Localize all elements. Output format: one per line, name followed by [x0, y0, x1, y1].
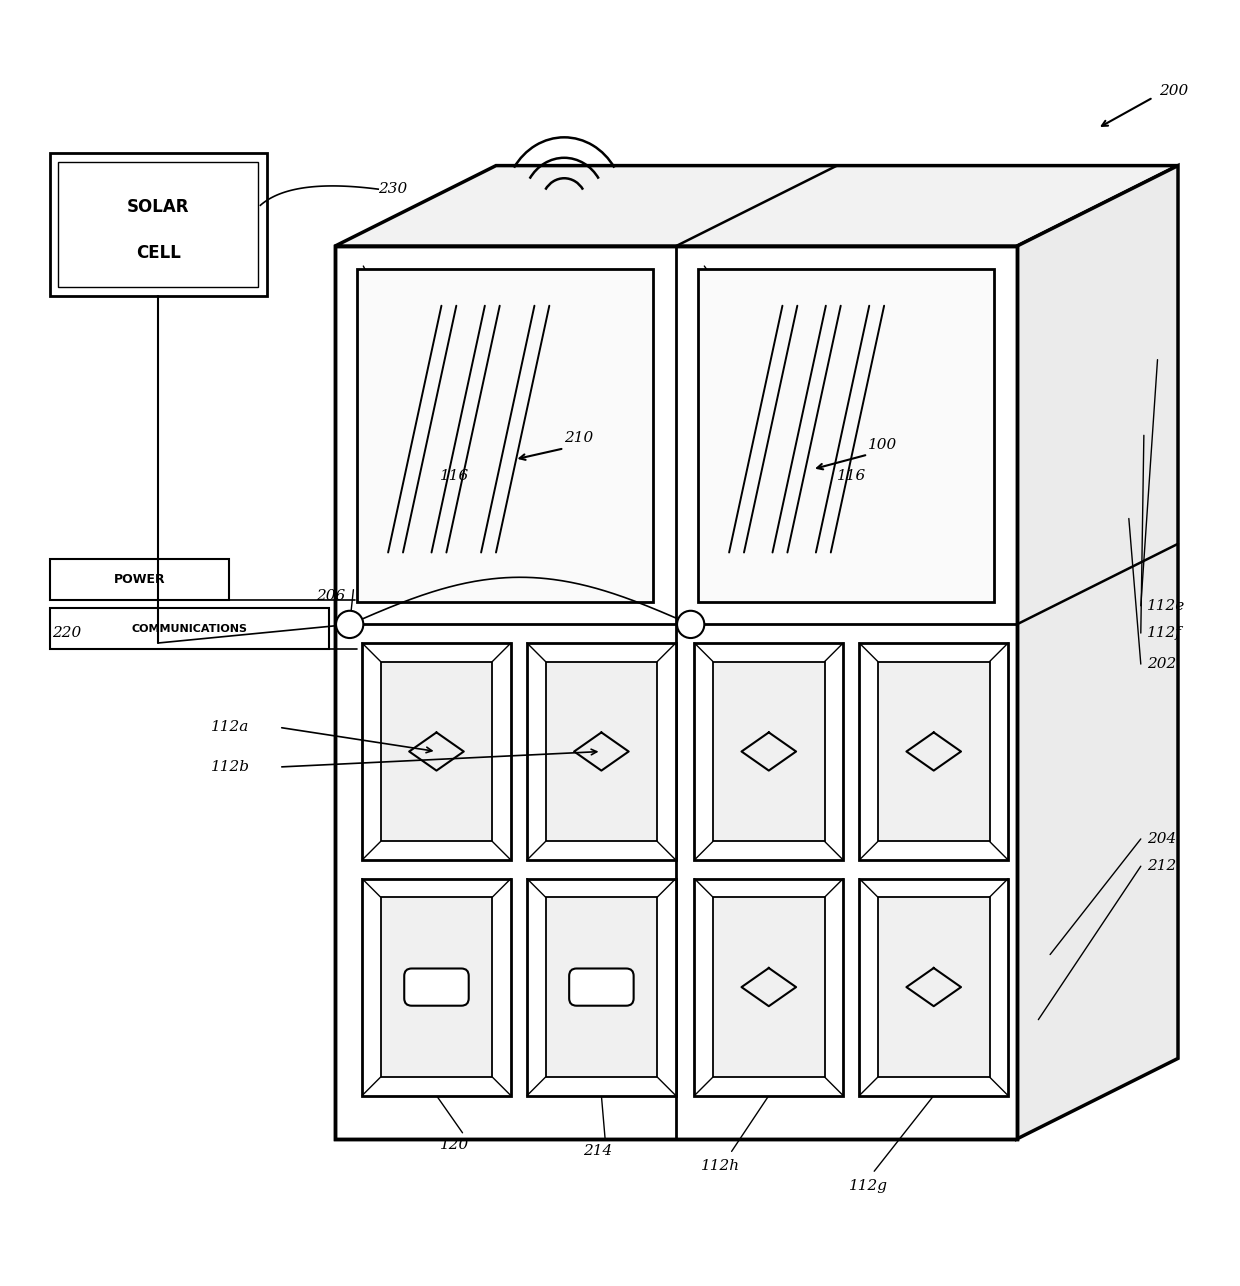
Bar — [713, 661, 825, 841]
Text: 120: 120 — [440, 1138, 470, 1152]
Bar — [335, 246, 1017, 1139]
Bar — [698, 269, 994, 602]
Text: 206: 206 — [316, 589, 346, 603]
Polygon shape — [1017, 166, 1178, 1139]
Bar — [335, 246, 1017, 1139]
Text: 112f: 112f — [1147, 626, 1182, 640]
Text: 116: 116 — [440, 468, 470, 482]
Bar — [58, 162, 258, 287]
Circle shape — [336, 611, 363, 638]
Bar — [878, 661, 990, 841]
Bar — [878, 898, 990, 1076]
Text: 116: 116 — [837, 468, 867, 482]
Text: 112e: 112e — [1147, 599, 1185, 613]
Bar — [381, 661, 492, 841]
Text: 112h: 112h — [701, 1159, 740, 1173]
Bar — [546, 898, 657, 1076]
Bar — [357, 269, 653, 602]
Bar — [50, 608, 329, 649]
Text: 220: 220 — [52, 626, 82, 640]
Text: 202: 202 — [1147, 657, 1177, 671]
Bar — [381, 898, 492, 1076]
Bar — [50, 558, 229, 599]
Bar — [694, 878, 843, 1096]
Bar — [527, 878, 676, 1096]
Text: SOLAR: SOLAR — [126, 198, 190, 216]
FancyBboxPatch shape — [569, 968, 634, 1006]
Text: 112b: 112b — [211, 760, 249, 774]
Text: 200: 200 — [1159, 84, 1189, 98]
Bar — [362, 878, 511, 1096]
Bar — [694, 643, 843, 860]
Text: 230: 230 — [378, 183, 408, 197]
Text: 214: 214 — [583, 1145, 613, 1159]
Text: CELL: CELL — [135, 244, 181, 262]
Bar — [859, 643, 1008, 860]
Bar — [362, 643, 511, 860]
Circle shape — [677, 611, 704, 638]
Bar — [546, 661, 657, 841]
Text: POWER: POWER — [114, 572, 165, 585]
Text: 112g: 112g — [849, 1179, 888, 1193]
Polygon shape — [335, 166, 1178, 246]
Bar — [859, 878, 1008, 1096]
Text: 204: 204 — [1147, 832, 1177, 846]
Bar — [527, 643, 676, 860]
Bar — [713, 898, 825, 1076]
Text: COMMUNICATIONS: COMMUNICATIONS — [131, 624, 247, 634]
Bar — [50, 153, 267, 296]
Text: 112a: 112a — [211, 720, 249, 734]
FancyBboxPatch shape — [404, 968, 469, 1006]
Text: 100: 100 — [868, 437, 898, 451]
Text: 210: 210 — [564, 431, 594, 445]
Text: 212: 212 — [1147, 859, 1177, 873]
